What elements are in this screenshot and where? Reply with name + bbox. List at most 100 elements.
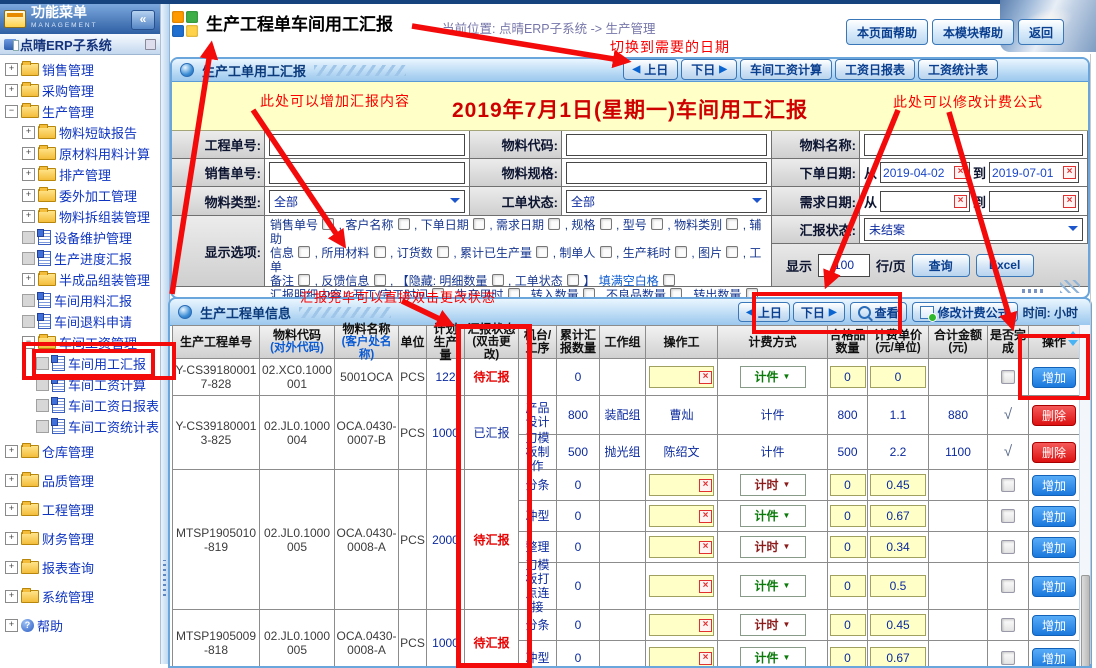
sidebar-item[interactable]: +系统管理 — [5, 582, 99, 611]
sort-up-icon[interactable] — [1068, 331, 1078, 337]
worker-input[interactable] — [649, 614, 714, 636]
scrollbar-thumb[interactable] — [1081, 575, 1090, 668]
done-checkbox[interactable] — [1001, 509, 1015, 523]
add-button[interactable]: 增加 — [1032, 537, 1076, 558]
column-header[interactable]: 工作组 — [600, 326, 646, 358]
column-header[interactable]: 操作工 — [646, 326, 718, 358]
tree-expander-icon[interactable] — [36, 357, 49, 370]
qty-input[interactable]: 0 — [830, 647, 866, 668]
option-checkbox[interactable] — [663, 274, 675, 286]
add-button[interactable]: 增加 — [1032, 367, 1076, 388]
price-input[interactable]: 0.67 — [870, 647, 926, 668]
option-checkbox[interactable] — [567, 274, 579, 286]
mode-select[interactable]: 计件▼ — [740, 505, 806, 527]
material-name-input[interactable] — [864, 134, 1083, 156]
clear-icon[interactable] — [699, 479, 712, 492]
qty-input[interactable]: 0 — [830, 505, 866, 527]
option-checkbox[interactable] — [726, 218, 738, 230]
delete-button[interactable]: 删除 — [1032, 405, 1076, 426]
column-header[interactable]: 合格品数量 — [828, 326, 868, 358]
excel-button[interactable]: Excel — [976, 254, 1034, 277]
sidebar-item[interactable]: −生产管理 — [5, 101, 99, 122]
tab-下日[interactable]: 下日▶ — [681, 59, 737, 80]
option-checkbox[interactable] — [322, 218, 334, 230]
column-header[interactable]: 物料代码(对外代码) — [260, 326, 335, 358]
worker-input[interactable] — [649, 536, 714, 558]
clear-icon[interactable] — [699, 580, 712, 593]
pin-icon[interactable] — [145, 39, 156, 50]
modify-formula-button[interactable]: 修改计费公式 — [912, 302, 1018, 322]
option-checkbox[interactable] — [651, 218, 663, 230]
report-status-select[interactable]: 未结案 — [864, 218, 1083, 241]
sidebar-item[interactable]: +仓库管理 — [5, 437, 99, 466]
order-date-from[interactable]: 2019-04-02 — [880, 162, 970, 183]
fill-blank-link[interactable]: 填满空白格 — [599, 274, 659, 288]
tree-expander-icon[interactable] — [22, 315, 35, 328]
clear-icon[interactable] — [699, 652, 712, 665]
tree-expander-icon[interactable]: + — [5, 619, 18, 632]
tree-expander-icon[interactable]: + — [5, 503, 18, 516]
sidebar-item[interactable]: 车间用料汇报 — [22, 290, 137, 311]
column-header[interactable]: 机台/工序 — [519, 326, 557, 358]
clear-date-icon[interactable] — [1063, 195, 1076, 208]
sidebar-item[interactable]: +销售管理 — [5, 59, 99, 80]
cell-report-status[interactable]: 待汇报 — [465, 610, 519, 668]
qty-input[interactable]: 0 — [830, 474, 866, 496]
qty-input[interactable]: 0 — [830, 575, 866, 597]
sidebar-item[interactable]: +物料拆组装管理 — [22, 206, 155, 227]
rows-per-page-input[interactable] — [818, 254, 870, 277]
cell-report-status[interactable]: 待汇报 — [465, 470, 519, 609]
price-input[interactable]: 0.67 — [870, 505, 926, 527]
cell-report-status[interactable]: 已汇报 — [465, 396, 519, 469]
tree-expander-icon[interactable]: + — [22, 189, 35, 202]
column-header[interactable]: 计划生产量 — [427, 326, 465, 358]
wo-status-select[interactable]: 全部 — [566, 190, 767, 213]
column-header[interactable]: 汇报状态(双击更改) — [465, 326, 519, 358]
tree-expander-icon[interactable] — [36, 399, 49, 412]
price-input[interactable]: 0.45 — [870, 614, 926, 636]
option-checkbox[interactable] — [548, 218, 560, 230]
add-button[interactable]: 增加 — [1032, 615, 1076, 636]
sort-icons[interactable] — [1068, 331, 1078, 346]
mode-select[interactable]: 计时▼ — [740, 474, 806, 496]
option-checkbox[interactable] — [298, 274, 310, 286]
sidebar-item[interactable]: −车间工资管理 — [22, 332, 142, 353]
sidebar-item[interactable]: 设备维护管理 — [22, 227, 137, 248]
tree-expander-icon[interactable] — [36, 420, 49, 433]
tree-expander-icon[interactable]: + — [5, 63, 18, 76]
order-date-to[interactable]: 2019-07-01 — [989, 162, 1079, 183]
clear-icon[interactable] — [699, 510, 712, 523]
column-header[interactable]: 生产工程单号 — [173, 326, 260, 358]
tree-expander-icon[interactable]: + — [22, 126, 35, 139]
qty-input[interactable]: 0 — [830, 366, 866, 388]
tab-工资日报表[interactable]: 工资日报表 — [835, 59, 915, 80]
mode-select[interactable]: 计件▼ — [740, 647, 806, 668]
column-header[interactable]: 单位 — [399, 326, 427, 358]
page-help-button[interactable]: 本页面帮助 — [846, 19, 928, 45]
option-checkbox[interactable] — [374, 246, 386, 258]
tree-expander-icon[interactable]: + — [5, 561, 18, 574]
option-checkbox[interactable] — [298, 246, 310, 258]
clear-icon[interactable] — [699, 371, 712, 384]
sidebar-item[interactable]: +采购管理 — [5, 80, 99, 101]
worker-input[interactable] — [649, 575, 714, 597]
sidebar-item[interactable]: +原材料用料计算 — [22, 143, 155, 164]
sidebar-item[interactable]: +物料短缺报告 — [22, 122, 142, 143]
tab-上日[interactable]: ◀上日 — [623, 59, 679, 80]
sidebar-item[interactable]: 车间用工汇报 — [36, 353, 151, 374]
add-button[interactable]: 增加 — [1032, 475, 1076, 496]
tree-expander-icon[interactable]: + — [22, 168, 35, 181]
clear-date-icon[interactable] — [1063, 166, 1076, 179]
tree-expander-icon[interactable] — [22, 231, 35, 244]
tree-expander-icon[interactable]: + — [22, 210, 35, 223]
tree-expander-icon[interactable]: + — [5, 474, 18, 487]
tree-expander-icon[interactable]: + — [22, 147, 35, 160]
column-header[interactable]: 操作 — [1029, 326, 1080, 358]
clear-icon[interactable] — [699, 619, 712, 632]
tree-expander-icon[interactable]: − — [5, 105, 18, 118]
collapse-sidebar-button[interactable]: « — [131, 10, 155, 30]
sidebar-item[interactable]: 生产进度汇报 — [22, 248, 137, 269]
column-header[interactable]: 计费单价(元/单位) — [868, 326, 929, 358]
worker-input[interactable] — [649, 505, 714, 527]
cell-report-status[interactable]: 待汇报 — [465, 359, 519, 395]
